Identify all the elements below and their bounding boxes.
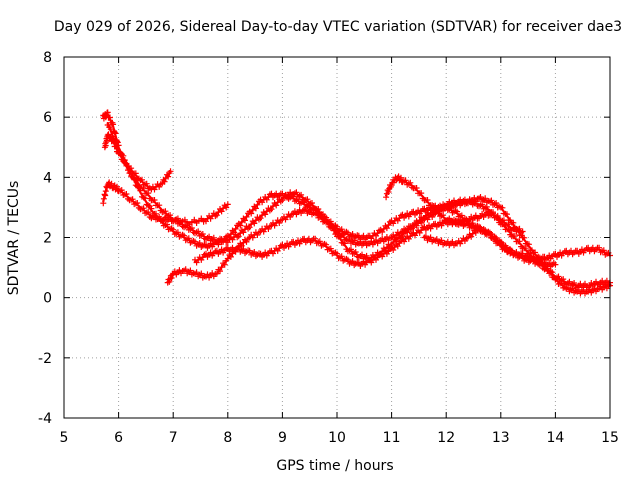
- y-tick-label: -4: [38, 411, 52, 427]
- x-axis-label: GPS time / hours: [276, 458, 393, 474]
- y-axis-label: SDTVAR / TECUs: [6, 181, 22, 296]
- y-tick-label: 2: [43, 231, 52, 247]
- x-tick-label: 9: [278, 430, 287, 446]
- y-tick-label: 6: [43, 110, 52, 126]
- x-tick-label: 15: [601, 430, 619, 446]
- series-track-8: [421, 224, 515, 257]
- x-tick-labels: 5 6 7 8 9 10 11 12 13 14 15: [60, 430, 619, 446]
- y-tick-label: 4: [43, 170, 52, 186]
- x-tick-label: 14: [546, 430, 564, 446]
- tick-layer: [63, 56, 611, 419]
- series-markers: [383, 173, 526, 236]
- series-track-7: [383, 173, 526, 236]
- y-tick-labels: -4 -2 0 2 4 6 8: [38, 50, 52, 427]
- x-tick-label: 11: [383, 430, 401, 446]
- y-tick-label: -2: [38, 351, 52, 367]
- series-markers: [421, 224, 515, 257]
- series-markers: [100, 179, 231, 228]
- x-tick-label: 12: [437, 430, 455, 446]
- x-tick-label: 8: [223, 430, 232, 446]
- y-tick-label: 0: [43, 291, 52, 307]
- series-layer: [100, 109, 613, 297]
- x-tick-label: 13: [492, 430, 510, 446]
- x-tick-label: 10: [328, 430, 346, 446]
- series-markers: [164, 194, 613, 297]
- chart-title: Day 029 of 2026, Sidereal Day-to-day VTE…: [54, 19, 622, 35]
- x-tick-label: 6: [114, 430, 123, 446]
- series-track-1: [100, 179, 231, 228]
- y-tick-label: 8: [43, 50, 52, 66]
- x-tick-label: 7: [169, 430, 178, 446]
- x-tick-label: 5: [60, 430, 69, 446]
- series-markers: [192, 217, 559, 270]
